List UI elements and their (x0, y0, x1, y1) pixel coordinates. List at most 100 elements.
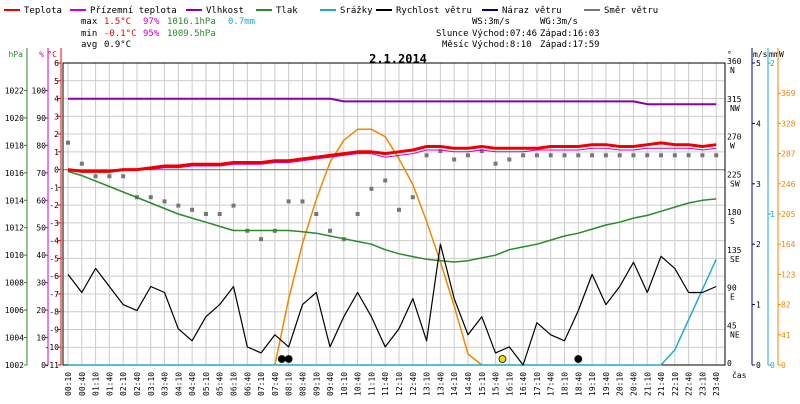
direction-axis-label-4: 180 (727, 208, 742, 217)
direction-compass-label-0: N (730, 66, 735, 75)
wind-line (67, 243, 717, 366)
direction-point-21 (355, 212, 360, 216)
celsius-axis-label-2: 4 (54, 95, 59, 104)
x-tick-label-8: 04:10 (174, 372, 183, 396)
x-tick-label-45: 22:40 (685, 372, 694, 396)
x-tick-label-34: 17:10 (533, 372, 542, 396)
pct-axis-label-7: 30 (36, 279, 46, 288)
direction-axis-label-8: 0 (727, 359, 732, 368)
sun-moon-marker-1 (284, 355, 293, 363)
direction-point-25 (410, 195, 415, 200)
x-tick-label-19: 09:40 (326, 372, 335, 396)
x-tick-label-12: 06:10 (230, 372, 239, 396)
x-tick-label-4: 02:10 (119, 372, 128, 396)
rain-axis-label-1: 1 (770, 210, 775, 219)
direction-point-34 (534, 153, 539, 158)
pct-axis-label-4: 60 (36, 196, 46, 205)
rain-axis-label-2: 0 (770, 361, 775, 370)
direction-point-37 (576, 153, 581, 158)
x-tick-label-7: 03:40 (161, 372, 170, 396)
celsius-axis-label-16: -10 (45, 343, 60, 352)
x-tick-label-20: 10:10 (340, 372, 349, 396)
rain-axis-label-0: 2 (770, 59, 775, 68)
direction-axis-label-0: 360 (727, 57, 742, 66)
direction-point-27 (438, 149, 443, 154)
celsius-axis-label-14: -8 (49, 308, 59, 317)
direction-point-8 (176, 203, 181, 208)
celsius-axis-label-8: -2 (49, 201, 59, 210)
x-tick-label-28: 14:10 (450, 372, 459, 396)
direction-point-22 (369, 186, 374, 191)
solar-axis-label-9: 0 (781, 361, 786, 370)
direction-point-1 (79, 161, 84, 166)
stat-max-pressure: 1016.1hPa (167, 17, 216, 27)
direction-compass-label-5: SE (730, 255, 740, 264)
direction-axis-label-5: 135 (727, 246, 742, 255)
direction-point-11 (217, 212, 222, 216)
direction-point-4 (121, 174, 126, 179)
moon-set: Západ:17:59 (540, 40, 600, 50)
x-tick-label-10: 05:10 (202, 372, 211, 396)
direction-point-43 (659, 153, 664, 158)
x-tick-label-33: 16:40 (519, 372, 528, 396)
celsius-axis-label-4: 2 (54, 130, 59, 139)
hpa-axis-label-3: 1016 (5, 169, 24, 178)
direction-point-28 (452, 157, 457, 162)
rain-axis-unit: mm (769, 50, 779, 59)
stat-max-humidity: 97% (143, 17, 160, 27)
direction-point-10 (203, 212, 208, 216)
pct-axis-label-9: 10 (36, 334, 46, 343)
x-tick-label-11: 05:40 (216, 372, 225, 396)
sun-moon-marker-0 (277, 355, 286, 363)
hpa-axis-label-7: 1008 (5, 279, 24, 288)
axes: 1022102010181016101410121010100810061004… (5, 48, 796, 396)
stats-panel: max 1.5°C 97% 1016.1hPa 0.7mm min -0.1°C… (81, 17, 600, 50)
hpa-axis-label-9: 1004 (5, 334, 24, 343)
celsius-axis-label-6: 0 (54, 166, 59, 175)
x-tick-label-35: 17:40 (547, 372, 556, 396)
x-tick-label-43: 21:40 (657, 372, 666, 396)
direction-point-45 (686, 153, 691, 158)
legend-label-7: Směr větru (604, 6, 658, 16)
wind-axis-label-5: 0 (756, 361, 761, 370)
x-tick-label-47: 23:40 (712, 372, 721, 396)
direction-compass-label-3: SW (730, 179, 740, 188)
pressure-line (67, 170, 717, 263)
direction-point-39 (603, 153, 608, 158)
direction-point-31 (493, 161, 498, 166)
x-tick-label-14: 07:10 (257, 372, 266, 396)
pct-axis-unit: % (39, 50, 44, 59)
hpa-axis-label-6: 1010 (5, 251, 24, 260)
direction-point-36 (562, 153, 567, 158)
legend-label-1: Přízemní teplota (90, 6, 177, 16)
direction-axis-label-6: 90 (727, 284, 737, 293)
direction-point-42 (645, 153, 650, 158)
x-tick-label-17: 08:40 (298, 372, 307, 396)
celsius-axis-label-12: -6 (49, 272, 59, 281)
temperature-line (67, 141, 717, 173)
direction-point-3 (107, 174, 112, 179)
direction-point-6 (148, 195, 153, 200)
direction-compass-label-7: NE (730, 330, 740, 339)
direction-axis-label-2: 270 (727, 133, 742, 142)
direction-point-44 (672, 153, 677, 158)
wind-axis-label-3: 2 (756, 240, 761, 249)
ground-temp-line (67, 147, 717, 172)
stat-max-label: max (81, 17, 98, 27)
moon-rise: Východ:8:10 (472, 40, 532, 50)
x-tick-label-25: 12:40 (409, 372, 418, 396)
hpa-axis-label-2: 1018 (5, 141, 24, 150)
humidity-line (68, 97, 717, 106)
sun-set: Západ:16:03 (540, 29, 600, 39)
x-tick-label-1: 00:40 (78, 372, 87, 396)
pct-axis-label-10: 0 (41, 361, 46, 370)
stat-min-pressure: 1009.5hPa (167, 29, 216, 39)
solar-axis-label-6: 123 (781, 270, 796, 279)
stat-wind-gust: WG:3m/s (540, 17, 578, 27)
x-tick-label-16: 08:10 (285, 372, 294, 396)
legend-label-4: Srážky (340, 6, 373, 16)
direction-point-17 (300, 199, 305, 204)
pct-axis-label-6: 40 (36, 251, 46, 260)
sun-label: Slunce (436, 29, 469, 39)
